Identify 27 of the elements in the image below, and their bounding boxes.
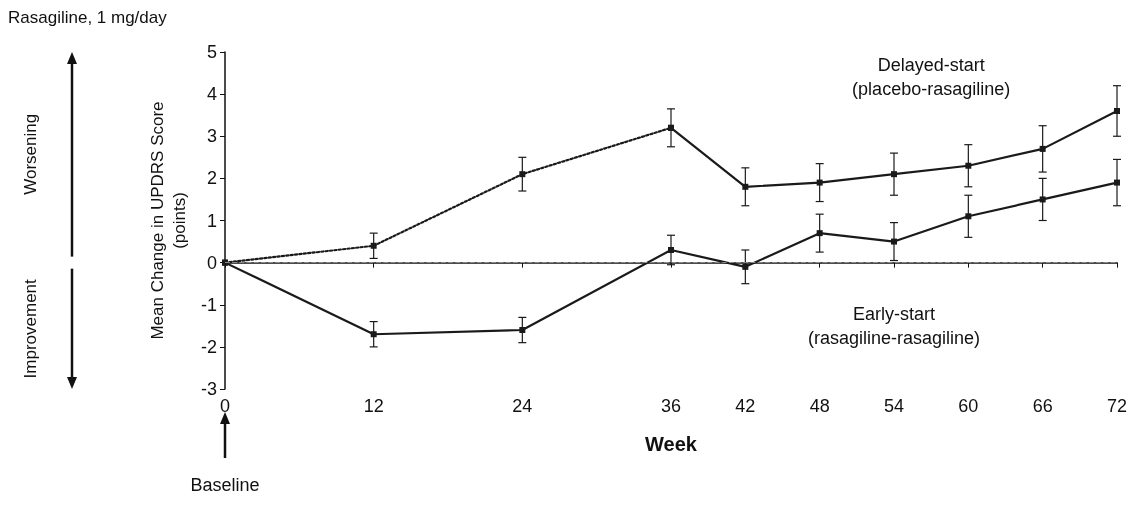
x-tick-label: 72 (1106, 396, 1128, 416)
x-tick-label: 0 (219, 396, 231, 416)
text: Improvement (20, 278, 40, 379)
x-tick-label: 36 (660, 396, 682, 416)
x-tick-label: 48 (809, 396, 830, 416)
y-tick-label: 3 (206, 126, 217, 147)
y-tick-label: 4 (206, 84, 217, 105)
y-tick-label: 1 (206, 210, 217, 231)
annotation: Delayed-start (placebo-rasagiline) (852, 55, 1011, 100)
y-axis-title: Mean Change in UPDRS Score (points) (147, 101, 189, 340)
x-tick-label: 42 (735, 396, 756, 416)
y-tick-label: -3 (200, 379, 217, 399)
x-tick-label: 54 (883, 396, 905, 416)
y-tick-label: 5 (206, 42, 217, 62)
text: Baseline (190, 475, 260, 495)
text: Worsening (20, 113, 40, 195)
y-tick-label: -2 (200, 336, 217, 357)
x-tick-label: 60 (958, 396, 979, 416)
x-tick-label: 12 (363, 396, 384, 416)
x-tick-label: 66 (1032, 396, 1053, 416)
text: Rasagiline, 1 mg/day (8, 8, 168, 27)
annotation: Early-start (rasagiline-rasagiline) (807, 303, 981, 348)
y-tick-label: -1 (200, 294, 217, 315)
y-tick-label: 0 (206, 252, 217, 273)
x-axis-title: Week (645, 433, 698, 455)
x-tick-label: 24 (512, 396, 533, 416)
y-tick-label: 2 (206, 168, 217, 189)
